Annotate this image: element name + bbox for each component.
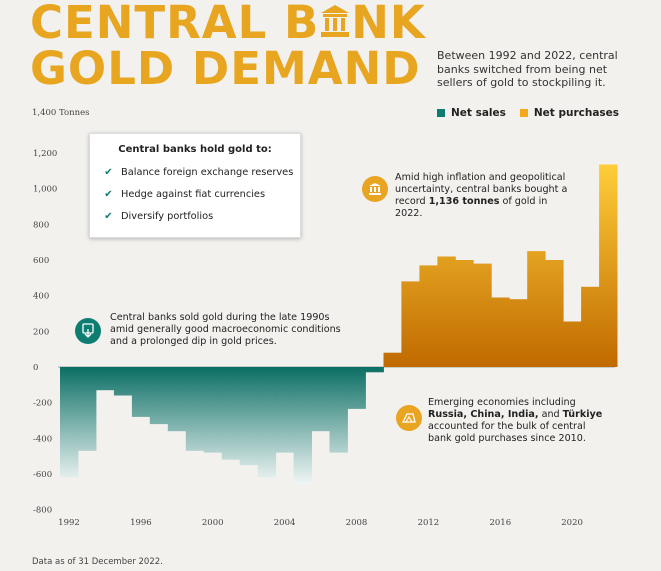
x-tick-labels: 1992 1996 2000 2004 2008 2012 2016 2020	[58, 518, 583, 528]
reasons-box: Central banks hold gold to: ✔ Balance for…	[89, 133, 301, 238]
y-tick-label: 800	[33, 220, 49, 230]
chart-title: CENTRAL B NK GOLD DEMAND	[30, 0, 426, 92]
reasons-heading: Central banks hold gold to:	[118, 144, 272, 155]
bar-2018	[527, 251, 546, 367]
y-tick-label: 200	[33, 327, 49, 337]
bar-1997	[149, 367, 169, 425]
y-axis-units: 1,400 Tonnes	[32, 108, 90, 118]
note-emerging-bold-2: Türkiye	[562, 409, 603, 420]
note-inflation: Amid high inflation and geopolitical unc…	[395, 172, 575, 220]
gold-bar-circle-icon	[396, 405, 422, 431]
note-emerging-bold: Russia, China, India,	[428, 409, 539, 420]
bars	[60, 164, 618, 485]
bar-2008	[347, 367, 366, 409]
bar-2012	[419, 265, 438, 367]
list-item: ✔ Diversify portfolios	[103, 205, 300, 227]
x-tick-label: 1992	[58, 518, 80, 528]
legend-label-net-purchases: Net purchases	[533, 107, 620, 119]
y-tick-label: 0	[33, 363, 38, 373]
bar-2020	[563, 321, 582, 367]
note-inflation-end: of gold in 2022.	[395, 196, 548, 219]
reason-label: Hedge against fiat currencies	[121, 188, 266, 200]
bar-2001	[221, 367, 241, 460]
bar-2000	[203, 367, 223, 453]
legend-swatch-net-purchases	[519, 109, 528, 117]
title-line-1: CENTRAL B NK	[30, 0, 426, 46]
note-emerging-text: Emerging economies including	[428, 397, 576, 408]
legend-label-net-sales: Net sales	[451, 107, 506, 119]
bar-2011	[401, 281, 420, 367]
bar-1994	[95, 367, 115, 391]
note-inflation-text: Amid high inflation and geopolitical unc…	[395, 172, 568, 207]
bar-2017	[509, 299, 528, 367]
bar-2015	[473, 263, 492, 367]
legend-item-net-purchases: Net purchases	[519, 107, 620, 119]
bar-1995	[113, 367, 133, 396]
bank-circle-icon	[362, 176, 388, 202]
bar-2010	[383, 352, 402, 367]
x-tick-label: 2020	[561, 518, 583, 528]
note-sold-1990s: Central banks sold gold during the late …	[110, 312, 341, 347]
y-tick-label: 400	[33, 292, 49, 302]
y-tick-label: 1,000	[33, 185, 57, 195]
legend-item-net-sales: Net sales	[437, 107, 506, 119]
bank-icon	[319, 0, 351, 37]
legend: Net sales Net purchases	[437, 107, 619, 119]
bar-2019	[545, 260, 564, 367]
y-tick-label: 1,200	[33, 149, 57, 159]
bar-1993	[78, 367, 97, 451]
reason-label: Diversify portfolios	[121, 210, 214, 222]
bar-2014	[455, 260, 474, 367]
bar-2013	[437, 256, 456, 367]
sell-circle-icon	[75, 318, 101, 344]
y-tick-label: -800	[33, 506, 52, 516]
bar-2003	[257, 367, 277, 478]
note-inflation-bold: 1,136 tonnes	[428, 196, 500, 207]
bar-1992	[60, 367, 79, 478]
title-line-2: GOLD DEMAND	[30, 42, 421, 95]
bar-2002	[239, 367, 259, 466]
footer-note: Data as of 31 December 2022.	[32, 557, 163, 567]
x-tick-label: 2008	[346, 518, 368, 528]
y-tick-label: -400	[33, 434, 52, 444]
bar-1999	[185, 367, 205, 451]
bar-2022	[599, 164, 618, 367]
list-item: ✔ Hedge against fiat currencies	[103, 183, 300, 205]
bar-2006	[311, 367, 330, 432]
reason-label: Balance foreign exchange reserves	[121, 166, 294, 178]
bar-2005	[293, 367, 312, 485]
legend-swatch-net-sales	[437, 109, 445, 117]
note-emerging: Emerging economies including Russia, Chi…	[428, 397, 603, 445]
check-icon: ✔	[104, 166, 113, 178]
x-tick-label: 2004	[274, 518, 296, 528]
x-tick-label: 2016	[489, 518, 511, 528]
list-item: ✔ Balance foreign exchange reserves	[103, 161, 300, 183]
note-emerging-end: accounted for the bulk of central bank g…	[428, 421, 586, 444]
bar-1996	[131, 367, 151, 417]
check-icon: ✔	[104, 188, 113, 200]
y-tick-label: -200	[33, 399, 52, 409]
bar-2021	[581, 286, 600, 367]
y-tick-labels: -800 -600 -400 -200 0 200 400 600 800 1,000 1,200	[33, 149, 57, 516]
title-line-1-end: NK	[351, 0, 426, 49]
x-tick-label: 1996	[130, 518, 152, 528]
y-tick-label: -600	[33, 470, 52, 480]
x-tick-label: 2000	[202, 518, 224, 528]
bar-2004	[275, 367, 294, 453]
reasons-list: ✔ Balance foreign exchange reserves ✔ Hedg…	[90, 161, 300, 227]
y-tick-label: 600	[33, 256, 49, 266]
subtitle: Between 1992 and 2022, central banks swi…	[437, 49, 618, 89]
bar-2016	[491, 297, 510, 367]
x-tick-label: 2012	[418, 518, 440, 528]
title-line-1-start: CENTRAL B	[30, 0, 320, 49]
note-emerging-mid: and	[538, 409, 563, 420]
check-icon: ✔	[104, 210, 113, 222]
bar-1998	[167, 367, 187, 432]
bar-2007	[329, 367, 348, 453]
bar-2009	[365, 367, 384, 373]
